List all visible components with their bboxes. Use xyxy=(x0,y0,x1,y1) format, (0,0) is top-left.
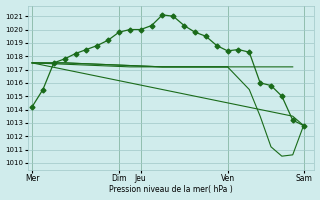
X-axis label: Pression niveau de la mer( hPa ): Pression niveau de la mer( hPa ) xyxy=(109,185,233,194)
